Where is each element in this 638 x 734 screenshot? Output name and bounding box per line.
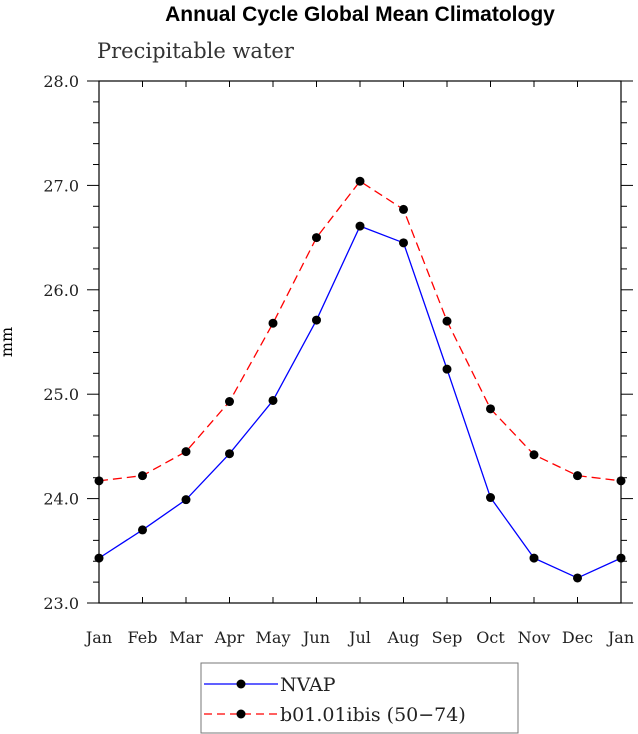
data-point	[355, 221, 365, 231]
series-line-0	[98, 225, 622, 579]
y-tick-label: 23.0	[43, 594, 79, 613]
x-tick-label: Jan	[606, 628, 634, 647]
x-tick-label: Feb	[128, 628, 158, 647]
legend-label-nvap: NVAP	[280, 674, 336, 696]
x-tick-label: Oct	[476, 628, 505, 647]
data-point	[268, 318, 278, 328]
x-tick-label: Mar	[169, 628, 203, 647]
legend-label-model: b01.01ibis (50−74)	[280, 704, 466, 726]
data-point	[573, 471, 582, 481]
data-point	[442, 364, 452, 374]
data-point	[225, 449, 234, 459]
y-tick-label: 27.0	[43, 176, 79, 195]
data-point	[399, 204, 408, 214]
data-point	[442, 316, 452, 326]
legend-marker-nvap	[236, 679, 246, 689]
data-point	[312, 315, 321, 325]
data-point	[399, 238, 408, 248]
y-axis-label: mm	[0, 327, 16, 357]
chart-title: Annual Cycle Global Mean Climatology	[165, 3, 555, 26]
data-point	[486, 493, 495, 503]
y-tick-label: 28.0	[43, 72, 79, 91]
y-tick-label: 24.0	[43, 490, 79, 509]
data-point	[94, 476, 104, 486]
x-tick-label: May	[256, 628, 291, 647]
x-tick-label: Nov	[518, 628, 551, 647]
data-point	[529, 553, 539, 563]
legend-marker-model	[236, 709, 246, 719]
data-point	[355, 176, 365, 186]
x-tick-label: Apr	[214, 628, 245, 647]
data-point	[312, 233, 321, 243]
data-point	[181, 447, 191, 457]
x-tick-label: Aug	[386, 628, 419, 647]
plot-frame	[98, 80, 622, 604]
data-point	[225, 397, 234, 407]
legend: NVAP b01.01ibis (50−74)	[200, 662, 519, 734]
data-point	[616, 476, 626, 486]
x-tick-label: Jul	[347, 628, 371, 647]
data-point	[94, 553, 104, 563]
data-point	[268, 395, 278, 405]
x-tick-label: Jan	[84, 628, 112, 647]
data-point	[138, 525, 147, 535]
data-point	[529, 450, 539, 460]
x-tick-label: Jun	[301, 628, 330, 647]
data-point	[573, 573, 582, 583]
data-point	[486, 404, 495, 414]
x-tick-label: Sep	[432, 628, 463, 647]
chart-subtitle: Precipitable water	[97, 39, 295, 63]
y-tick-label: 26.0	[43, 281, 79, 300]
data-point	[181, 495, 191, 505]
data-point	[616, 553, 626, 563]
legend-box	[200, 662, 519, 734]
x-tick-label: Dec	[562, 628, 593, 647]
data-point	[138, 471, 147, 481]
y-tick-label: 25.0	[43, 385, 79, 404]
